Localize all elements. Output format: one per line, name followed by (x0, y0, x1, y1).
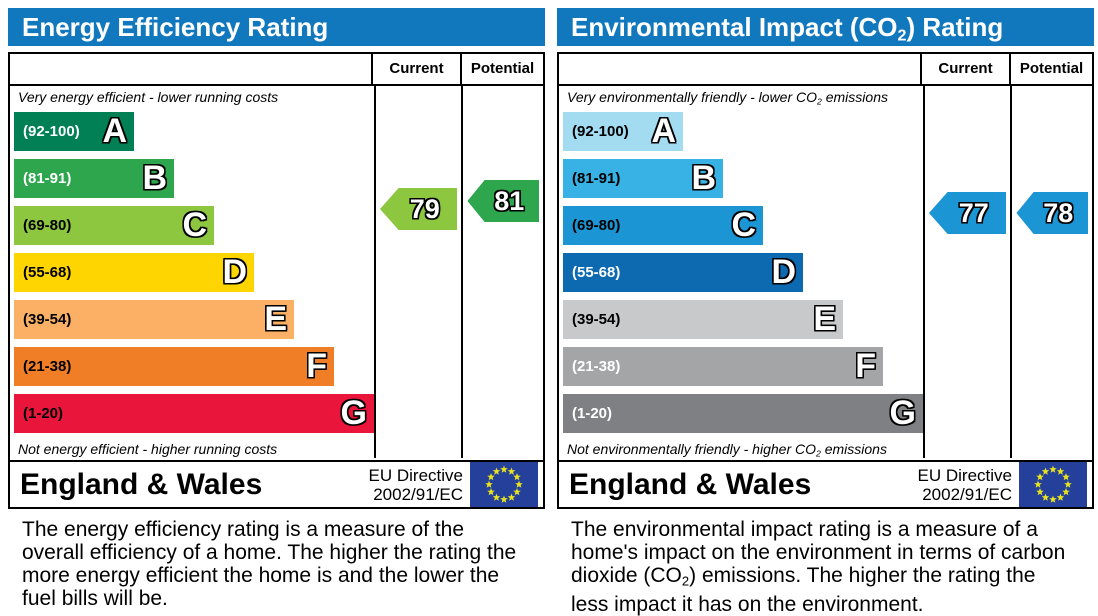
band-c: (69-80) C (563, 206, 763, 246)
band-letter: C (731, 206, 756, 245)
band-letter: D (771, 253, 796, 292)
band-letter: G (340, 394, 367, 433)
band-f: (21-38) F (14, 347, 334, 387)
environmental-impact-description: The environmental impact rating is a mea… (571, 518, 1066, 616)
band-e: (39-54) E (563, 300, 843, 340)
band-c: (69-80) C (14, 206, 214, 246)
environmental-impact-title: Environmental Impact (CO2) Rating (557, 8, 1094, 46)
potential-rating-arrow: 78 (1016, 192, 1088, 234)
band-e: (39-54) E (14, 300, 294, 340)
band-a: (92-100) A (563, 112, 683, 152)
band-letter: F (855, 347, 876, 386)
current-column: 79 (374, 86, 461, 458)
potential-column: 78 (1010, 86, 1092, 458)
band-range: (92-100) (23, 123, 80, 141)
band-f: (21-38) F (563, 347, 883, 387)
eu-flag-icon (470, 462, 538, 507)
region-footer: England & Wales EU Directive 2002/91/EC (8, 460, 545, 509)
current-column: 77 (923, 86, 1010, 458)
energy-efficiency-description: The energy efficiency rating is a measur… (22, 518, 517, 610)
eu-directive-label: EU Directive 2002/91/EC (368, 465, 463, 504)
band-g: (1-20) G (563, 394, 923, 434)
band-range: (21-38) (23, 358, 72, 376)
band-a: (92-100) A (14, 112, 134, 152)
band-range: (21-38) (572, 358, 621, 376)
column-header-row: Current Potential (10, 54, 543, 86)
band-letter: D (222, 253, 247, 292)
environmental-impact-chart: Current Potential Very environmentally f… (557, 52, 1094, 462)
current-rating-arrow: 77 (929, 192, 1007, 234)
band-letter: C (182, 206, 207, 245)
potential-rating-arrow: 81 (467, 180, 539, 222)
bottom-caption: Not environmentally friendly - higher CO… (567, 441, 887, 459)
band-range: (55-68) (572, 264, 621, 282)
column-header-row: Current Potential (559, 54, 1092, 86)
energy-efficiency-chart: Current Potential Very energy efficient … (8, 52, 545, 462)
current-rating-arrow: 79 (380, 188, 458, 230)
region-label: England & Wales (20, 467, 263, 501)
current-column-header: Current (371, 54, 460, 84)
band-letter: A (102, 112, 127, 151)
potential-column-header: Potential (460, 54, 543, 84)
band-b: (81-91) B (563, 159, 723, 199)
band-range: (39-54) (572, 311, 621, 329)
band-range: (69-80) (23, 217, 72, 235)
energy-efficiency-title: Energy Efficiency Rating (8, 8, 545, 46)
band-range: (81-91) (23, 170, 72, 188)
bottom-caption: Not energy efficient - higher running co… (18, 441, 278, 458)
potential-column: 81 (461, 86, 543, 458)
potential-column-header: Potential (1009, 54, 1092, 84)
band-letter: B (691, 159, 716, 198)
band-letter: B (142, 159, 167, 198)
current-rating-value: 79 (409, 193, 440, 224)
band-g: (1-20) G (14, 394, 374, 434)
top-caption: Very energy efficient - lower running co… (18, 89, 279, 105)
eu-directive-label: EU Directive 2002/91/EC (917, 465, 1012, 504)
potential-rating-value: 78 (1043, 197, 1074, 228)
eu-flag-icon (1019, 462, 1087, 507)
band-b: (81-91) B (14, 159, 174, 199)
top-caption: Very environmentally friendly - lower CO… (567, 89, 888, 107)
band-range: (1-20) (23, 405, 64, 423)
band-range: (69-80) (572, 217, 621, 235)
band-letter: G (889, 394, 916, 433)
band-range: (92-100) (572, 123, 629, 141)
band-letter: E (813, 300, 836, 339)
environmental-impact-panel: Environmental Impact (CO2) Rating Curren… (549, 0, 1098, 616)
energy-efficiency-panel: Energy Efficiency Rating Current Potenti… (8, 8, 545, 610)
potential-rating-value: 81 (494, 185, 525, 216)
band-range: (1-20) (572, 405, 613, 423)
region-footer: England & Wales EU Directive 2002/91/EC (557, 460, 1094, 509)
band-letter: A (651, 112, 676, 151)
current-rating-value: 77 (958, 197, 989, 228)
current-column-header: Current (920, 54, 1009, 84)
band-d: (55-68) D (14, 253, 254, 293)
band-range: (55-68) (23, 264, 72, 282)
band-range: (81-91) (572, 170, 621, 188)
band-range: (39-54) (23, 311, 72, 329)
region-label: England & Wales (569, 467, 812, 501)
band-letter: E (264, 300, 287, 339)
band-letter: F (306, 347, 327, 386)
band-d: (55-68) D (563, 253, 803, 293)
